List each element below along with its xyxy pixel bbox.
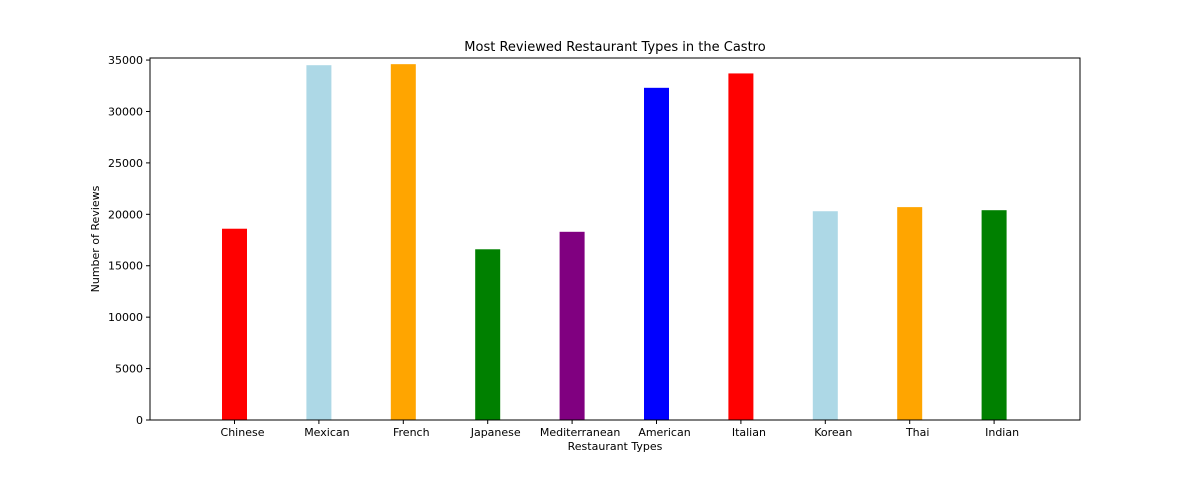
x-tick-label: French <box>393 426 430 439</box>
x-axis: Chinese Mexican French Japanese Mediterranea… <box>221 420 1019 439</box>
bar-chinese <box>222 228 247 420</box>
chart-title: Most Reviewed Restaurant Types in the Ca… <box>464 40 765 55</box>
y-tick-label: 5000 <box>115 363 143 376</box>
x-axis-label: Restaurant Types <box>568 440 663 453</box>
bar-american <box>644 87 669 420</box>
bar-thai <box>897 207 923 420</box>
y-axis-label: Number of Reviews <box>89 185 102 292</box>
bar-japanese <box>475 249 501 420</box>
x-tick-label: Mexican <box>304 426 349 439</box>
x-tick-label: Italian <box>732 426 766 439</box>
bar-mediterranean <box>559 231 585 420</box>
y-tick-label: 10000 <box>108 311 143 324</box>
bar-mexican <box>306 65 332 420</box>
y-tick-label: 0 <box>136 414 143 427</box>
y-tick-label: 15000 <box>108 260 143 273</box>
y-tick-label: 30000 <box>108 105 143 118</box>
y-tick-label: 35000 <box>108 54 143 67</box>
y-tick-label: 20000 <box>108 208 143 221</box>
x-tick-label: Indian <box>985 426 1019 439</box>
x-tick-label: Chinese <box>221 426 265 439</box>
y-axis: 0 5000 10000 15000 20000 25000 30000 35000 <box>108 54 150 427</box>
x-tick-label: Mediterranean <box>540 426 620 439</box>
y-tick-label: 25000 <box>108 157 143 170</box>
x-tick-label: Japanese <box>470 426 521 439</box>
bar-french <box>390 64 416 421</box>
x-tick-label: Thai <box>905 426 930 439</box>
bars-layer <box>222 64 1007 421</box>
bar-indian <box>981 210 1007 420</box>
bar-korean <box>812 211 838 420</box>
x-tick-label: Korean <box>814 426 852 439</box>
plot-frame <box>149 57 1081 421</box>
bar-italian <box>728 73 754 421</box>
x-tick-label: American <box>638 426 690 439</box>
